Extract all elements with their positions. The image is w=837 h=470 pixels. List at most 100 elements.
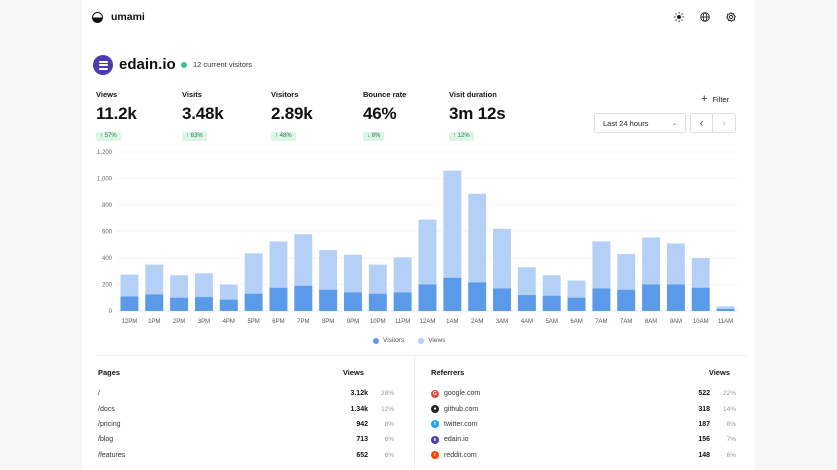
visitors-views-chart: 0 200 400 600 800 1,000 1,200 12PM 1PM 2PM 3PM 4PM 5… bbox=[97, 150, 738, 325]
x-tick-label: 5AM bbox=[546, 319, 558, 325]
table-row[interactable]: /features 652 6% bbox=[98, 448, 394, 463]
row-percent: 6% bbox=[384, 436, 394, 444]
visitors-bar bbox=[269, 287, 288, 311]
reddit-icon: r bbox=[431, 451, 439, 460]
table-title: Referrers bbox=[431, 368, 465, 377]
site-name: edain.io bbox=[119, 56, 176, 73]
gear-icon[interactable] bbox=[725, 11, 737, 23]
row-label[interactable]: /blog bbox=[98, 436, 114, 444]
row-label[interactable]: /docs bbox=[98, 405, 115, 413]
x-tick-label: 7AM bbox=[595, 319, 607, 325]
live-dot-icon bbox=[181, 61, 187, 68]
visitors-bar bbox=[642, 284, 661, 311]
legend-item-views[interactable]: Views bbox=[418, 337, 445, 344]
chevron-down-icon: ⌄ bbox=[671, 120, 677, 127]
x-tick-label: 12PM bbox=[122, 319, 138, 325]
row-label[interactable]: github.com bbox=[444, 405, 479, 413]
x-tick-label: 11PM bbox=[395, 319, 410, 325]
table-row[interactable]: r reddit.com 148 6% bbox=[431, 448, 736, 463]
filter-button[interactable]: + Filter bbox=[701, 93, 729, 105]
x-tick-label: 3AM bbox=[496, 319, 508, 325]
y-tick-label: 800 bbox=[102, 203, 113, 209]
legend-label: Views bbox=[428, 337, 446, 344]
x-tick-label: 10PM bbox=[370, 319, 386, 325]
row-label[interactable]: /pricing bbox=[98, 420, 121, 428]
row-name: t twitter.com bbox=[431, 420, 670, 429]
umami-logo-icon[interactable] bbox=[92, 11, 103, 23]
metric-label: Visit duration bbox=[449, 90, 497, 99]
row-value: 713 bbox=[356, 436, 368, 444]
x-tick-label: 10AM bbox=[693, 319, 709, 325]
x-tick-label: 5PM bbox=[247, 319, 259, 325]
views-bar bbox=[443, 170, 462, 311]
row-value: 652 bbox=[356, 451, 368, 459]
row-value: 148 bbox=[698, 451, 710, 459]
table-metric-label: Views bbox=[342, 368, 364, 377]
table-row[interactable]: /docs 1.34k 12% bbox=[98, 401, 394, 416]
metric-views: Views 11.2k ↑ 57% bbox=[96, 90, 137, 142]
table-row[interactable]: / 3.12k 28% bbox=[98, 386, 394, 401]
metric-label: Visits bbox=[182, 90, 202, 99]
row-label[interactable]: edain.io bbox=[444, 436, 469, 444]
metric-value: 11.2k bbox=[96, 104, 137, 123]
table-header: Referrers Views bbox=[431, 368, 736, 386]
row-label[interactable]: google.com bbox=[444, 390, 481, 398]
table-row[interactable]: /blog 713 6% bbox=[98, 432, 394, 447]
visitors-bar bbox=[368, 293, 387, 311]
section-divider bbox=[96, 355, 746, 356]
table-row[interactable]: /pricing 942 8% bbox=[98, 417, 394, 432]
x-tick-label: 2PM bbox=[173, 319, 185, 325]
table-row[interactable]: ● github.com 318 14% bbox=[431, 401, 736, 416]
metric-value: 3m 12s bbox=[449, 104, 506, 123]
app-name[interactable]: umami bbox=[111, 11, 145, 23]
legend-swatch bbox=[418, 337, 425, 344]
github-icon: ● bbox=[431, 405, 439, 414]
x-tick-label: 7AM bbox=[620, 319, 632, 325]
visitors-bar bbox=[542, 295, 561, 311]
x-tick-label: 9PM bbox=[347, 319, 359, 325]
metric-label: Visitors bbox=[271, 90, 299, 99]
metric-value: 46% bbox=[363, 104, 397, 123]
visitors-bar bbox=[393, 292, 412, 311]
table-row[interactable]: t twitter.com 187 8% bbox=[431, 417, 736, 432]
row-name: e edain.io bbox=[431, 435, 670, 444]
visitors-bar bbox=[592, 288, 611, 311]
metric-value: 3.48k bbox=[182, 104, 224, 123]
row-percent: 14% bbox=[722, 405, 736, 413]
metric-label: Bounce rate bbox=[363, 90, 407, 99]
visitors-bar bbox=[244, 293, 263, 311]
visitors-bar bbox=[145, 294, 164, 311]
row-name: r reddit.com bbox=[431, 451, 670, 460]
row-label[interactable]: / bbox=[98, 390, 100, 398]
row-name: /pricing bbox=[98, 421, 328, 428]
sun-icon[interactable] bbox=[673, 11, 685, 23]
date-range-select[interactable]: Last 24 hours ⌄ bbox=[594, 113, 686, 133]
metric-change-badge: ↑ 48% bbox=[271, 131, 296, 141]
row-label[interactable]: reddit.com bbox=[444, 451, 477, 459]
visitors-bar bbox=[567, 297, 586, 311]
column-divider bbox=[414, 356, 415, 470]
globe-icon[interactable] bbox=[699, 11, 711, 23]
row-percent: 12% bbox=[380, 405, 394, 413]
row-label[interactable]: twitter.com bbox=[444, 420, 478, 428]
views-bar bbox=[468, 193, 487, 311]
y-tick-label: 200 bbox=[102, 283, 113, 289]
legend-item-visitors[interactable]: Visitors bbox=[373, 337, 404, 344]
row-value: 942 bbox=[356, 420, 368, 428]
y-tick-label: 0 bbox=[109, 309, 113, 315]
next-period-button[interactable]: › bbox=[713, 113, 736, 133]
visitors-bar bbox=[443, 277, 462, 311]
x-tick-label: 4AM bbox=[521, 319, 533, 325]
previous-period-button[interactable]: ‹ bbox=[690, 113, 713, 133]
row-label[interactable]: /features bbox=[98, 451, 126, 459]
row-percent: 28% bbox=[380, 390, 394, 398]
table-row[interactable]: e edain.io 156 7% bbox=[431, 432, 736, 447]
x-tick-label: 7PM bbox=[297, 319, 309, 325]
metric-value: 2.89k bbox=[271, 104, 313, 123]
x-tick-label: 9AM bbox=[670, 319, 682, 325]
visitors-bar bbox=[617, 289, 636, 311]
row-percent: 6% bbox=[726, 451, 736, 459]
